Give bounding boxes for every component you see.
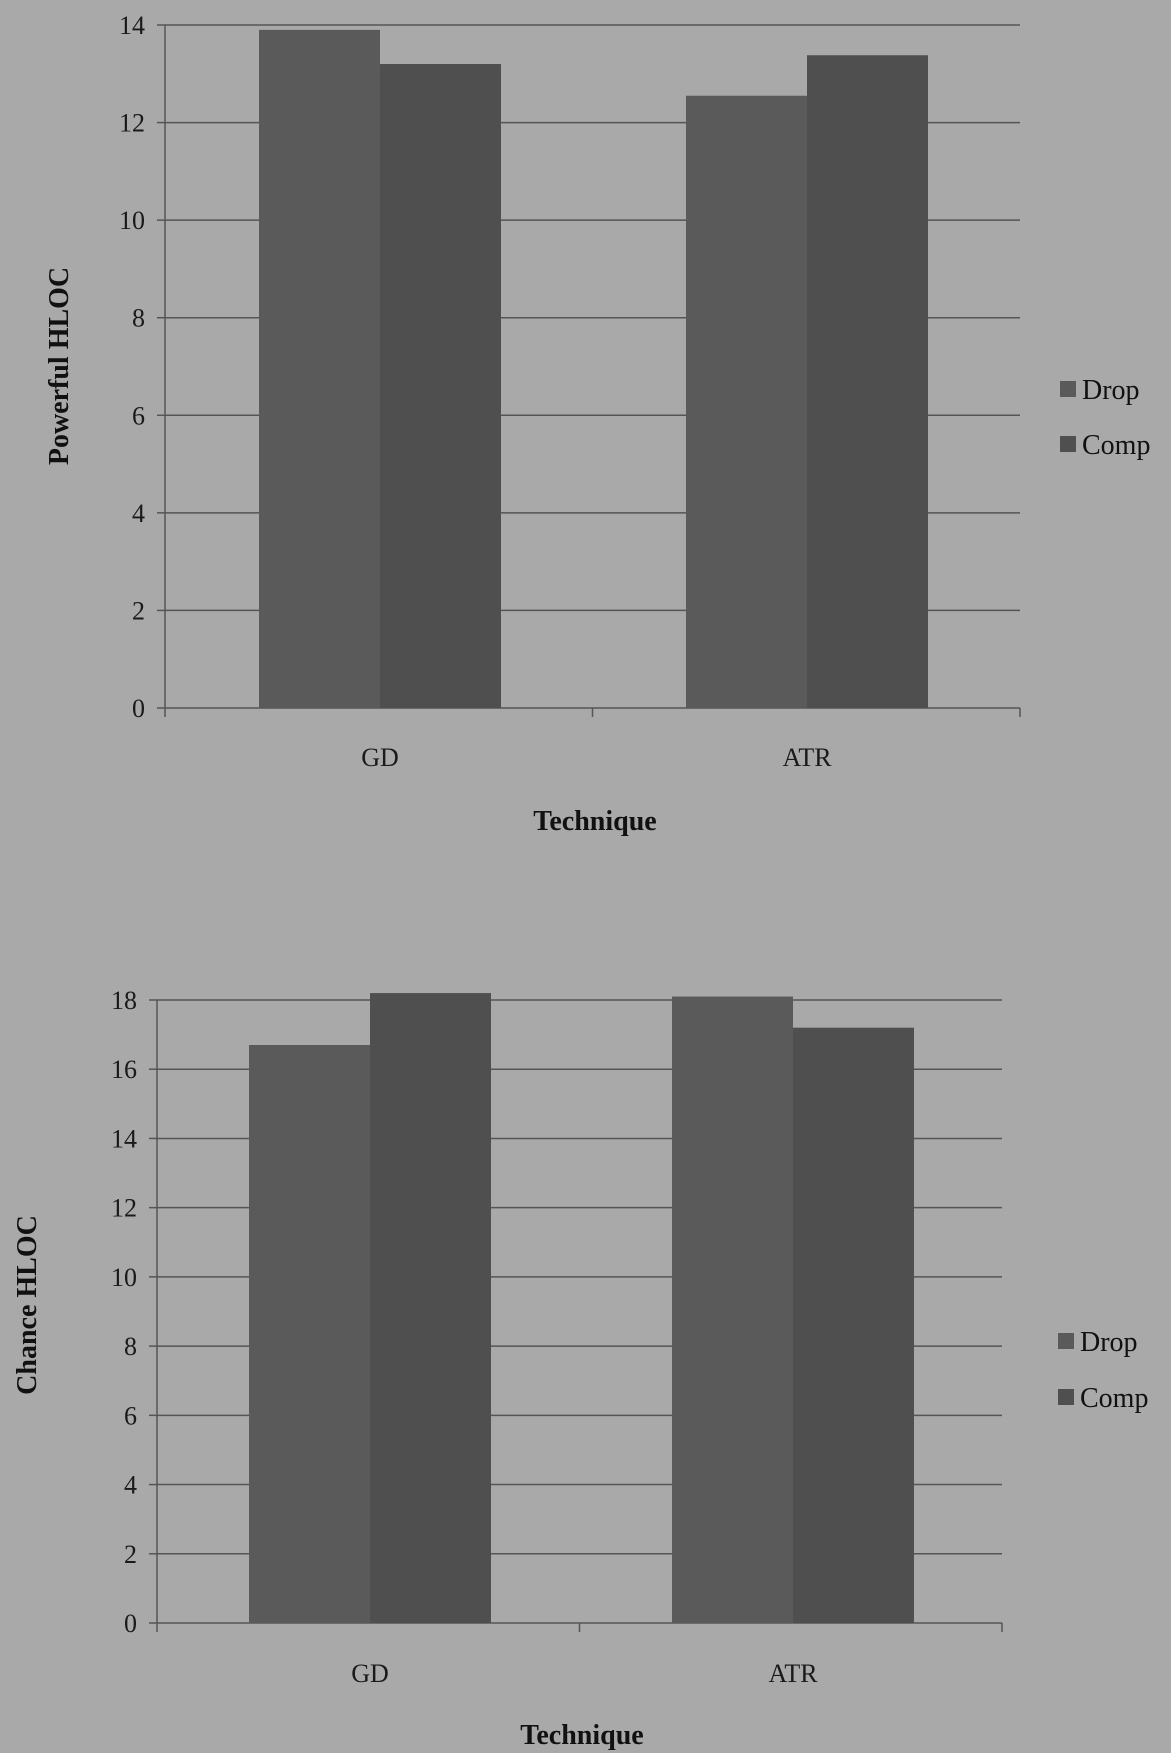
y-tick-label: 2 (124, 1540, 137, 1569)
bar-drop-atr (672, 996, 793, 1623)
y-tick-label: 12 (119, 109, 145, 138)
legend-label-comp: Comp (1080, 1383, 1148, 1414)
bar-drop-gd (249, 1044, 370, 1623)
legend-swatch-drop (1058, 1333, 1074, 1349)
y-tick-label: 10 (119, 206, 145, 235)
y-tick-label: 8 (132, 304, 145, 333)
y-tick-label: 0 (124, 1609, 137, 1638)
y-tick-label: 8 (124, 1332, 137, 1361)
y-tick-label: 2 (132, 596, 145, 625)
bar-comp-gd (380, 64, 501, 709)
legend-label-comp: Comp (1082, 430, 1150, 461)
y-tick-label: 10 (111, 1263, 137, 1292)
y-tick-label: 0 (132, 694, 145, 723)
x-tick-label: ATR (782, 743, 832, 772)
y-tick-label: 16 (111, 1055, 137, 1084)
y-axis-title: Chance HLOC (12, 1215, 43, 1395)
y-axis-title: Powerful HLOC (44, 267, 75, 465)
chart-chance-hloc: 0 2 4 6 8 10 12 14 16 18 GD ATR Technique Chance HLOC… (12, 986, 1148, 1751)
legend-label-drop: Drop (1080, 1327, 1138, 1358)
x-tick-label: GD (351, 1659, 389, 1688)
y-tick-label: 6 (132, 401, 145, 430)
chart-powerful-hloc: 0 2 4 6 8 10 12 14 GD ATR Technique Powerful HLOC Dr… (44, 11, 1150, 837)
legend-swatch-comp (1058, 1389, 1074, 1405)
y-tick-label: 12 (111, 1194, 137, 1223)
bar-comp-atr (793, 1027, 914, 1623)
x-tick-label: ATR (768, 1659, 818, 1688)
y-tick-label: 6 (124, 1401, 137, 1430)
bar-comp-atr (807, 55, 928, 709)
bar-drop-atr (686, 95, 807, 709)
legend-swatch-comp (1060, 436, 1076, 452)
y-tick-label: 14 (111, 1124, 137, 1153)
bar-comp-gd (370, 993, 491, 1623)
x-tick-label: GD (361, 743, 399, 772)
legend-label-drop: Drop (1082, 375, 1140, 406)
y-tick-label: 14 (119, 11, 145, 40)
x-axis-title: Technique (533, 806, 656, 837)
y-tick-label: 18 (111, 986, 137, 1015)
x-axis-title: Technique (520, 1720, 643, 1751)
y-tick-label: 4 (132, 499, 145, 528)
y-tick-label: 4 (124, 1471, 137, 1500)
legend-swatch-drop (1060, 381, 1076, 397)
bar-drop-gd (259, 29, 380, 709)
